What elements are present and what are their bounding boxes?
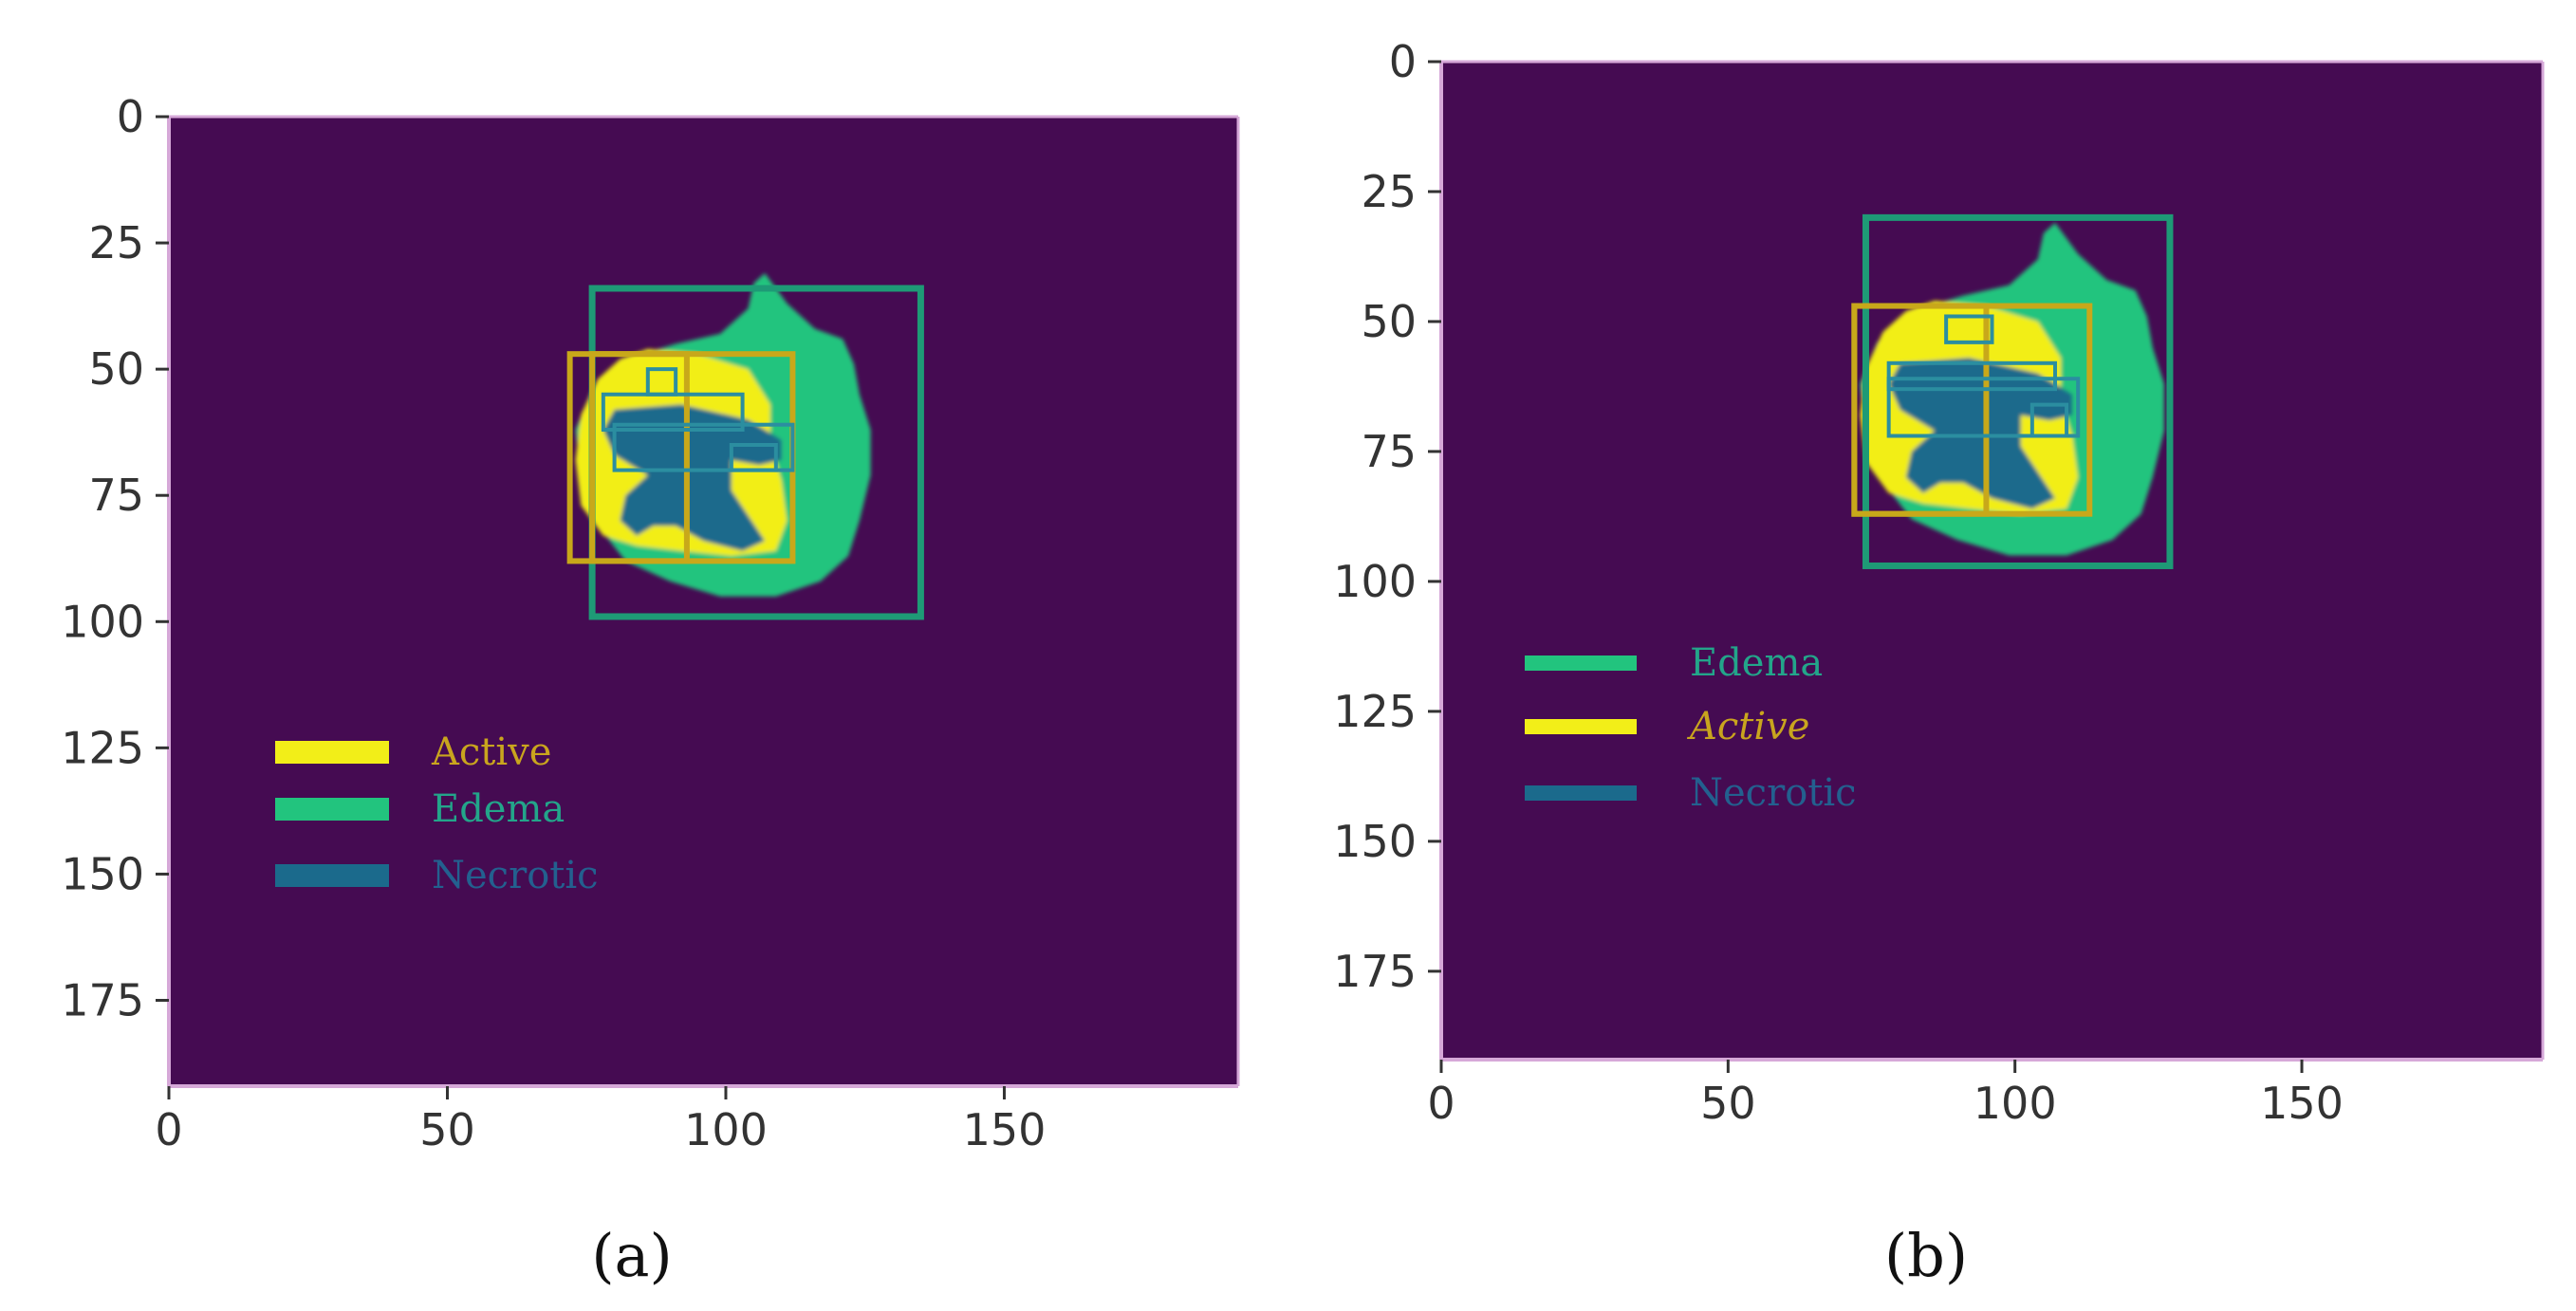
legend-swatch-active bbox=[275, 741, 389, 764]
legend-label-necrotic: Necrotic bbox=[432, 854, 599, 897]
bounding-box-necrotic-5 bbox=[1886, 377, 2081, 438]
y-tick-label: 100 bbox=[1333, 556, 1417, 607]
y-tick-label: 100 bbox=[61, 596, 144, 647]
bounding-box-necrotic-3 bbox=[1944, 314, 1994, 344]
x-axis: 0 50 100 150 bbox=[155, 1084, 1238, 1155]
bounding-box-necrotic-6 bbox=[2029, 402, 2069, 438]
x-tick-label: 0 bbox=[1427, 1078, 1455, 1129]
necrotic-region bbox=[602, 404, 782, 551]
bounding-boxes bbox=[566, 285, 924, 620]
y-tick-label: 25 bbox=[88, 217, 144, 268]
legend: Edema Active Necrotic bbox=[1525, 641, 1857, 815]
bounding-box-edema-0 bbox=[1862, 213, 2174, 569]
x-tick-label: 50 bbox=[419, 1104, 475, 1155]
legend-swatch-necrotic bbox=[275, 864, 389, 887]
caption-b: (b) bbox=[1884, 1221, 1968, 1290]
legend-label-necrotic: Necrotic bbox=[1690, 771, 1857, 815]
y-tick-label: 125 bbox=[1333, 686, 1417, 737]
y-tick-label: 150 bbox=[1333, 816, 1417, 867]
x-tick-label: 100 bbox=[684, 1104, 768, 1155]
bounding-box-necrotic-6 bbox=[729, 442, 778, 472]
bounding-box-necrotic-4 bbox=[1886, 360, 2058, 392]
bounding-box-necrotic-5 bbox=[645, 367, 678, 397]
y-tick-label: 125 bbox=[61, 722, 144, 773]
y-tick-label: 50 bbox=[1361, 296, 1417, 347]
panel-b: Edema Active Necrotic 0 50 100 150 0 25 50 75 1… bbox=[1333, 36, 2545, 1290]
x-tick-label: 150 bbox=[963, 1104, 1047, 1155]
caption-a: (a) bbox=[591, 1221, 672, 1290]
plot-area bbox=[1441, 62, 2543, 1060]
y-tick-label: 0 bbox=[117, 91, 144, 142]
legend: Active Edema Necrotic bbox=[275, 730, 599, 897]
x-tick-label: 100 bbox=[1974, 1078, 2057, 1129]
legend-label-active: Active bbox=[431, 730, 551, 774]
bounding-boxes bbox=[1851, 213, 2174, 569]
legend-label-edema: Edema bbox=[1690, 641, 1823, 685]
y-tick-label: 175 bbox=[61, 975, 144, 1026]
y-axis: 0 25 50 75 100 125 150 175 bbox=[61, 91, 1240, 1086]
y-tick-label: 50 bbox=[88, 343, 144, 395]
bounding-box-active-2 bbox=[1851, 303, 1990, 517]
legend-swatch-necrotic bbox=[1525, 785, 1637, 801]
x-tick-label: 0 bbox=[155, 1104, 182, 1155]
y-tick-label: 0 bbox=[1389, 36, 1417, 87]
legend-swatch-active bbox=[1525, 719, 1637, 734]
y-tick-label: 75 bbox=[1361, 426, 1417, 477]
x-tick-label: 150 bbox=[2260, 1078, 2344, 1129]
bounding-box-necrotic-4 bbox=[612, 422, 795, 472]
y-tick-label: 175 bbox=[1333, 946, 1417, 997]
y-tick-label: 75 bbox=[88, 470, 144, 521]
x-axis: 0 50 100 150 bbox=[1427, 1058, 2543, 1129]
y-tick-label: 150 bbox=[61, 848, 144, 899]
legend-label-edema: Edema bbox=[432, 787, 565, 831]
y-tick-label: 25 bbox=[1361, 166, 1417, 217]
legend-swatch-edema bbox=[275, 798, 389, 821]
necrotic-region bbox=[1888, 358, 2073, 509]
panel-a: Active Edema Necrotic 0 50 100 150 0 25 50 75 1… bbox=[61, 91, 1240, 1290]
y-axis: 0 25 50 75 100 125 150 175 bbox=[1333, 36, 2545, 1060]
legend-swatch-edema bbox=[1525, 656, 1637, 671]
plot-area bbox=[169, 117, 1238, 1086]
x-tick-label: 50 bbox=[1700, 1078, 1756, 1129]
legend-label-active: Active bbox=[1686, 705, 1809, 748]
